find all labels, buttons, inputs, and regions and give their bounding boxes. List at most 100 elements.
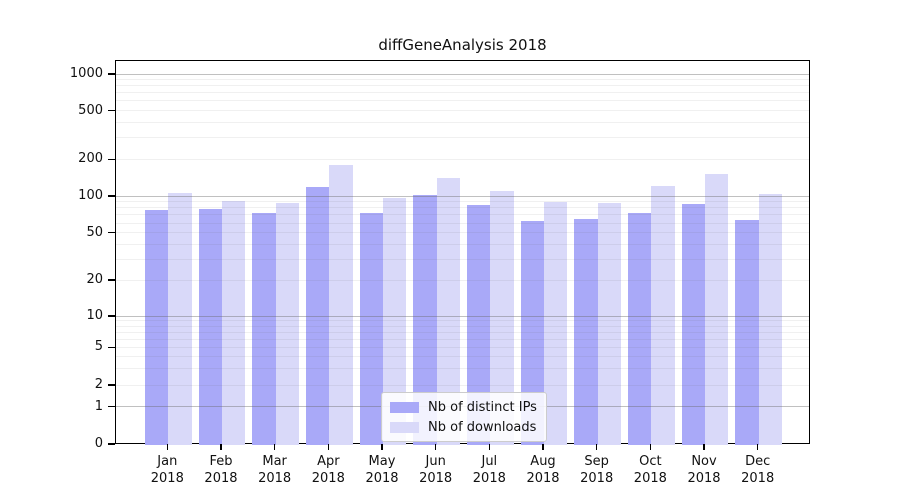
bar-ips-aug: [520, 220, 544, 445]
y-tick-mark-20: [108, 279, 115, 281]
y-tick-mark-200: [108, 158, 115, 161]
x-tick-label-nov: Nov 2018: [687, 454, 721, 486]
gridline-9: [116, 320, 809, 322]
plot-area: [115, 60, 810, 445]
x-tick-mark-jul: [488, 444, 491, 450]
gridline-7: [116, 331, 809, 333]
bar-ips-feb: [198, 209, 222, 445]
y-tick-mark-500: [108, 109, 115, 112]
gridline-70: [116, 214, 809, 216]
bar-ips-jan: [144, 210, 169, 445]
y-tick-mark-100: [108, 195, 115, 197]
bar-downloads-jul: [490, 190, 514, 445]
x-tick-label-jan: Jan 2018: [150, 454, 184, 486]
x-tick-label-sep: Sep 2018: [580, 454, 614, 486]
y-tick-label-10: 10: [86, 308, 103, 323]
x-tick-mark-aug: [542, 444, 544, 450]
x-tick-label-feb: Feb 2018: [204, 454, 238, 486]
bar-downloads-jun: [436, 177, 461, 445]
y-tick-label-100: 100: [78, 188, 103, 203]
x-tick-label-mar: Mar 2018: [258, 454, 292, 486]
gridline-600: [116, 100, 809, 102]
legend: Nb of distinct IPs Nb of downloads: [381, 392, 547, 442]
gridline-500: [116, 110, 809, 111]
grid-layer: [116, 61, 809, 443]
gridline-300: [116, 137, 809, 139]
legend-label-distinct-ips: Nb of distinct IPs: [428, 399, 537, 415]
x-tick-mark-feb: [220, 444, 222, 450]
gridline-10: [116, 315, 809, 317]
gridline-5: [116, 346, 809, 348]
legend-item-downloads: Nb of downloads: [390, 419, 536, 435]
y-tick-label-20: 20: [86, 272, 103, 287]
bar-ips-sep: [574, 219, 598, 445]
bar-downloads-aug: [544, 201, 568, 445]
y-tick-label-500: 500: [78, 102, 103, 118]
bar-ips-nov: [681, 204, 706, 445]
bar-downloads-may: [382, 197, 407, 445]
y-tick-mark-5: [108, 346, 115, 349]
y-tick-mark-1: [108, 405, 115, 408]
gridline-80: [116, 207, 809, 209]
gridline-400: [116, 121, 809, 123]
y-tick-mark-2: [108, 384, 115, 386]
x-tick-label-jul: Jul 2018: [472, 454, 506, 486]
x-tick-label-oct: Oct 2018: [633, 454, 667, 486]
bar-downloads-dec: [758, 193, 783, 445]
gridline-800: [116, 85, 809, 87]
gridline-2: [116, 384, 809, 386]
x-tick-mark-jun: [434, 444, 437, 450]
bar-ips-oct: [627, 212, 652, 445]
gridline-200: [116, 158, 809, 160]
y-tick-label-200: 200: [78, 151, 103, 167]
chart-title: diffGeneAnalysis 2018: [378, 36, 547, 54]
gridline-1000: [116, 73, 809, 75]
gridline-50: [116, 232, 809, 234]
x-tick-mark-apr: [327, 444, 330, 450]
gridline-20: [116, 279, 809, 281]
gridline-6: [116, 338, 809, 340]
gridline-4: [116, 355, 809, 357]
bar-downloads-jan: [168, 192, 192, 445]
x-tick-mark-nov: [703, 444, 705, 450]
gridline-900: [116, 79, 809, 81]
bar-ips-apr: [305, 187, 330, 445]
gridline-700: [116, 92, 809, 94]
x-tick-label-apr: Apr 2018: [311, 454, 345, 486]
y-tick-mark-1000: [108, 73, 115, 75]
legend-label-downloads: Nb of downloads: [428, 419, 537, 435]
bar-ips-jul: [466, 204, 491, 445]
gridline-90: [116, 201, 809, 203]
bar-ips-dec: [735, 219, 759, 445]
bar-ips-mar: [252, 212, 276, 445]
y-tick-mark-0: [108, 443, 115, 445]
gridline-100: [116, 195, 809, 197]
gridline-40: [116, 243, 809, 245]
x-tick-mark-oct: [649, 444, 652, 450]
y-tick-label-0: 0: [94, 436, 103, 451]
x-tick-label-jun: Jun 2018: [419, 454, 453, 486]
x-tick-label-dec: Dec 2018: [741, 454, 775, 486]
gridline-30: [116, 258, 809, 260]
bar-downloads-sep: [597, 203, 622, 445]
y-tick-mark-10: [108, 315, 115, 317]
bar-downloads-apr: [329, 164, 353, 445]
x-tick-mark-mar: [273, 444, 276, 450]
gridline-60: [116, 222, 809, 224]
legend-swatch-downloads: [390, 421, 419, 433]
legend-swatch-distinct-ips: [390, 401, 419, 413]
gridline-3: [116, 367, 809, 369]
legend-item-distinct-ips: Nb of distinct IPs: [390, 399, 537, 415]
x-tick-mark-may: [381, 444, 383, 450]
bar-ips-may: [359, 212, 383, 445]
y-tick-label-5: 5: [94, 339, 103, 355]
bar-downloads-mar: [275, 202, 300, 445]
y-tick-label-50: 50: [86, 224, 103, 240]
bar-ips-jun: [413, 195, 437, 445]
y-tick-label-1: 1: [94, 398, 103, 414]
x-tick-mark-sep: [595, 444, 598, 450]
bars-layer: [116, 61, 809, 445]
y-tick-mark-50: [108, 231, 115, 234]
y-tick-label-1000: 1000: [69, 66, 103, 81]
